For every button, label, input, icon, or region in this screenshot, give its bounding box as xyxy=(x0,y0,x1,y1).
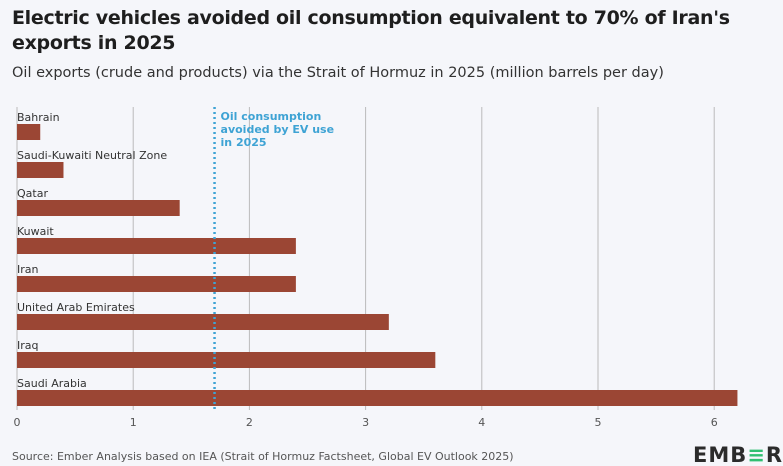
chart-title: Electric vehicles avoided oil consumptio… xyxy=(12,7,730,54)
category-label: Iraq xyxy=(17,339,39,352)
category-label: Bahrain xyxy=(17,111,60,124)
bar xyxy=(17,200,180,216)
chart-subtitle: Oil exports (crude and products) via the… xyxy=(12,65,664,81)
x-tick-label: 4 xyxy=(478,416,485,429)
ev-reference-label: avoided by EV use xyxy=(221,123,335,136)
x-tick-label: 6 xyxy=(711,416,718,429)
x-tick-label: 0 xyxy=(14,416,21,429)
ev-reference-label: in 2025 xyxy=(221,136,267,149)
category-label: Qatar xyxy=(17,187,48,200)
bar xyxy=(17,352,436,368)
category-label: Kuwait xyxy=(17,225,54,238)
bar xyxy=(17,124,41,140)
x-tick-label: 3 xyxy=(362,416,369,429)
x-tick-label: 2 xyxy=(246,416,253,429)
source-note: Source: Ember Analysis based on IEA (Str… xyxy=(12,450,514,463)
category-label: United Arab Emirates xyxy=(17,301,135,314)
ev-reference-label: Oil consumption xyxy=(221,110,322,123)
ember-logo: EMB≡R xyxy=(693,443,783,466)
bar xyxy=(17,162,64,178)
bar xyxy=(17,314,389,330)
bar xyxy=(17,390,738,406)
category-label: Saudi-Kuwaiti Neutral Zone xyxy=(17,149,167,162)
x-tick-label: 5 xyxy=(595,416,602,429)
category-label: Saudi Arabia xyxy=(17,377,87,390)
bar xyxy=(17,276,296,292)
x-tick-label: 1 xyxy=(130,416,137,429)
bar xyxy=(17,238,296,254)
category-label: Iran xyxy=(17,263,39,276)
